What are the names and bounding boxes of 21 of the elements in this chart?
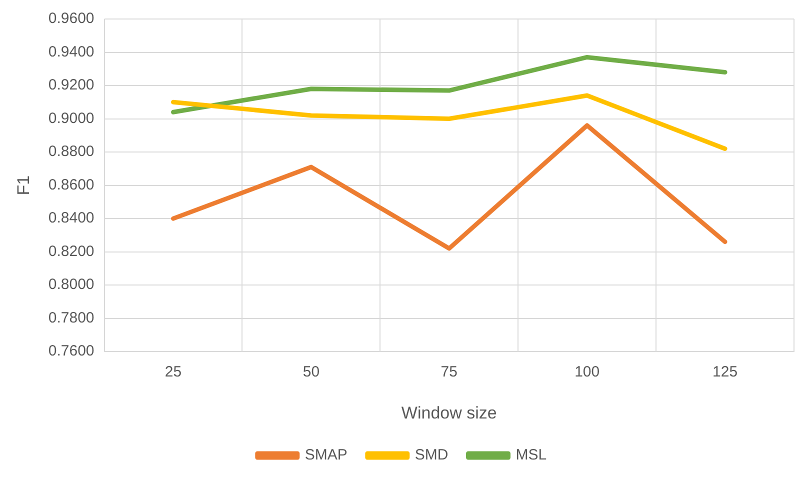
legend-label: SMAP bbox=[304, 446, 348, 464]
x-tick-label: 50 bbox=[302, 364, 320, 381]
y-tick-label: 0.8800 bbox=[48, 143, 94, 160]
y-tick-label: 0.9400 bbox=[48, 43, 94, 60]
x-axis-title: Window size bbox=[401, 403, 497, 422]
x-tick-label: 75 bbox=[440, 364, 458, 381]
legend-label: SMD bbox=[414, 446, 448, 464]
y-tick-label: 0.8400 bbox=[48, 210, 94, 227]
y-tick-label: 0.7800 bbox=[48, 309, 94, 326]
y-tick-label: 0.9000 bbox=[48, 110, 94, 127]
y-tick-label: 0.9600 bbox=[48, 10, 94, 28]
y-tick-label: 0.8000 bbox=[48, 276, 94, 294]
y-axis-title: F1 bbox=[14, 175, 33, 196]
x-tick-label: 25 bbox=[164, 364, 182, 381]
legend-label: MSL bbox=[516, 446, 547, 464]
y-tick-label: 0.9200 bbox=[48, 76, 94, 94]
y-tick-label: 0.7600 bbox=[48, 342, 94, 360]
y-tick-label: 0.8600 bbox=[48, 176, 94, 194]
y-tick-label: 0.8200 bbox=[48, 242, 94, 260]
x-tick-label: 125 bbox=[712, 364, 738, 381]
x-tick-label: 100 bbox=[574, 364, 600, 381]
